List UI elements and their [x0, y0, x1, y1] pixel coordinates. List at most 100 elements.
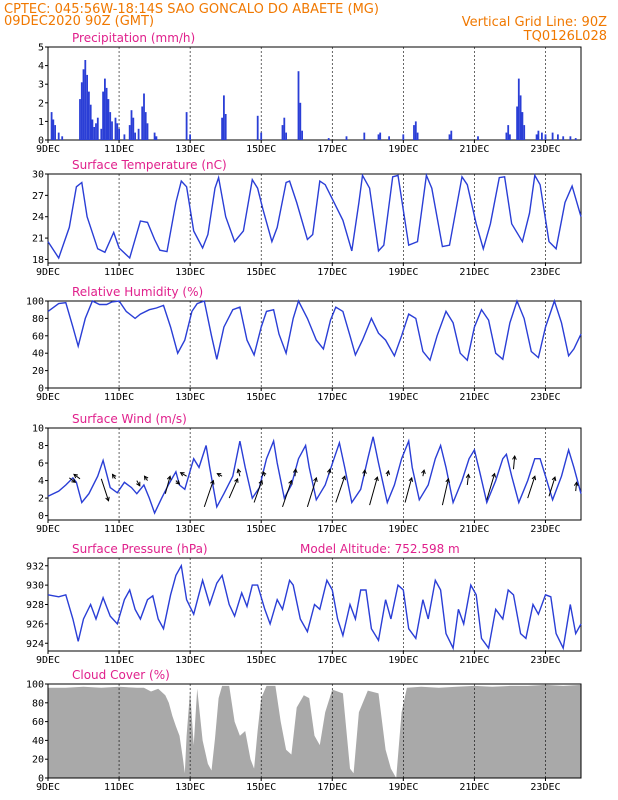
precip-bar [224, 114, 227, 140]
x-tick-label: 11DEC [104, 392, 134, 403]
header-model: TQ0126L028 [523, 29, 607, 44]
y-tick-label: 40 [32, 349, 44, 360]
precip-bar [111, 121, 113, 140]
precip-bar [519, 95, 522, 140]
x-tick-label: 13DEC [175, 655, 205, 666]
x-tick-label: 23DEC [530, 655, 560, 666]
panel-cloud: 0 20 40 60 80 100 9DEC 11DEC 13DEC 15DEC 17DEC 19DE… [26, 668, 582, 793]
x-tick-label: 11DEC [104, 655, 134, 666]
x-tick-label: 19DEC [388, 267, 418, 278]
y-tick-label: 926 [26, 619, 44, 630]
x-tick-label: 11DEC [104, 524, 134, 535]
wind-arrow-head [445, 477, 450, 483]
y-tick-label: 27 [32, 191, 44, 202]
wind-arrow [404, 477, 413, 503]
x-tick-label: 15DEC [246, 267, 276, 278]
x-tick-label: 19DEC [388, 392, 418, 403]
precip-bar [153, 132, 156, 140]
x-tick-label: 11DEC [104, 267, 134, 278]
wind-arrow-head [234, 477, 239, 483]
y-tick-label: 40 [32, 736, 44, 747]
y-tick-label: 4 [38, 61, 44, 72]
panel-frame [47, 683, 582, 779]
wind-arrow-head [216, 473, 222, 478]
wind-arrow-head [292, 468, 298, 474]
precip-bar [551, 132, 554, 140]
x-tick-label: 23DEC [530, 524, 560, 535]
precip-bar [402, 134, 405, 140]
precip-bar [143, 93, 145, 140]
wind-arrow-head [262, 470, 267, 476]
y-tick-label: 8 [38, 441, 44, 452]
precip-bar [256, 115, 259, 140]
y-tick-label: 30 [32, 170, 44, 181]
precip-bar [544, 134, 547, 140]
precip-bar [507, 125, 510, 140]
panel-rh: 0 20 40 60 80 100 9DEC 11DEC 13DEC 15DEC 17DEC 19DE… [26, 285, 582, 403]
wind-arrow-head [136, 481, 141, 487]
precip-bar [118, 128, 120, 140]
precip-bar [283, 117, 286, 140]
precip-bar [521, 112, 524, 140]
precip-bar [574, 138, 577, 140]
panel-wind: 0 2 4 6 8 10 9DEC 11DEC 13DEC 15DEC 17DEC 19DEC 21DE… [32, 412, 582, 535]
precip-bar [82, 69, 85, 140]
wind-arrow-head [362, 469, 367, 474]
precip-bar [523, 125, 526, 140]
precip-bar [128, 125, 131, 140]
x-tick-label: 9DEC [36, 144, 60, 155]
precip-bar [130, 110, 133, 140]
precip-bar [84, 60, 87, 140]
y-tick-label: 932 [26, 561, 44, 572]
panel-title: Cloud Cover (%) [72, 668, 170, 682]
wind-arrow [203, 480, 214, 508]
y-tick-label: 6 [38, 459, 44, 470]
panel-frame [47, 173, 582, 264]
wind-arrow-head [288, 479, 293, 485]
rh-line [47, 298, 582, 362]
y-tick-label: 3 [38, 80, 44, 91]
precip-bar [557, 134, 559, 140]
x-tick-label: 19DEC [388, 144, 418, 155]
precip-bar [285, 132, 287, 140]
precip-bar [345, 136, 348, 140]
x-tick-label: 21DEC [459, 524, 489, 535]
y-tick-label: 1 [38, 117, 44, 128]
wind-arrow-head [465, 473, 471, 479]
precip-bar [88, 91, 90, 140]
wind-arrow-head [258, 479, 263, 485]
precip-bar [189, 134, 191, 140]
precip-bar [413, 125, 415, 140]
wind-arrow [164, 476, 171, 494]
wind-line [47, 436, 582, 515]
x-tick-label: 21DEC [459, 655, 489, 666]
x-tick-label: 23DEC [530, 392, 560, 403]
precip-bar [541, 132, 543, 140]
panel-frame [47, 427, 582, 521]
wind-arrow-head [374, 476, 379, 482]
x-tick-label: 13DEC [175, 144, 205, 155]
x-tick-label: 17DEC [317, 392, 347, 403]
x-tick-label: 23DEC [530, 267, 560, 278]
y-tick-label: 60 [32, 331, 44, 342]
precip-bar [379, 132, 382, 140]
panel-temp: 18 21 24 27 30 9DEC 11DEC 13DEC 15DEC 17DEC 19DEC 2… [32, 158, 582, 278]
precip-bar [95, 123, 97, 140]
y-tick-label: 10 [32, 424, 44, 435]
y-tick-label: 24 [32, 212, 44, 223]
precip-bar [100, 128, 103, 140]
y-tick-label: 0 [38, 774, 44, 785]
precip-bar [414, 121, 417, 140]
wind-arrow [228, 478, 239, 499]
precip-bar [137, 128, 140, 140]
precip-bar [301, 130, 303, 140]
y-tick-label: 928 [26, 600, 44, 611]
precip-bar [107, 99, 110, 140]
precip-bar [86, 74, 88, 140]
x-tick-label: 13DEC [175, 524, 205, 535]
precip-bar [223, 95, 225, 140]
x-tick-label: 15DEC [246, 524, 276, 535]
x-tick-label: 19DEC [388, 782, 418, 793]
y-tick-label: 20 [32, 755, 44, 766]
